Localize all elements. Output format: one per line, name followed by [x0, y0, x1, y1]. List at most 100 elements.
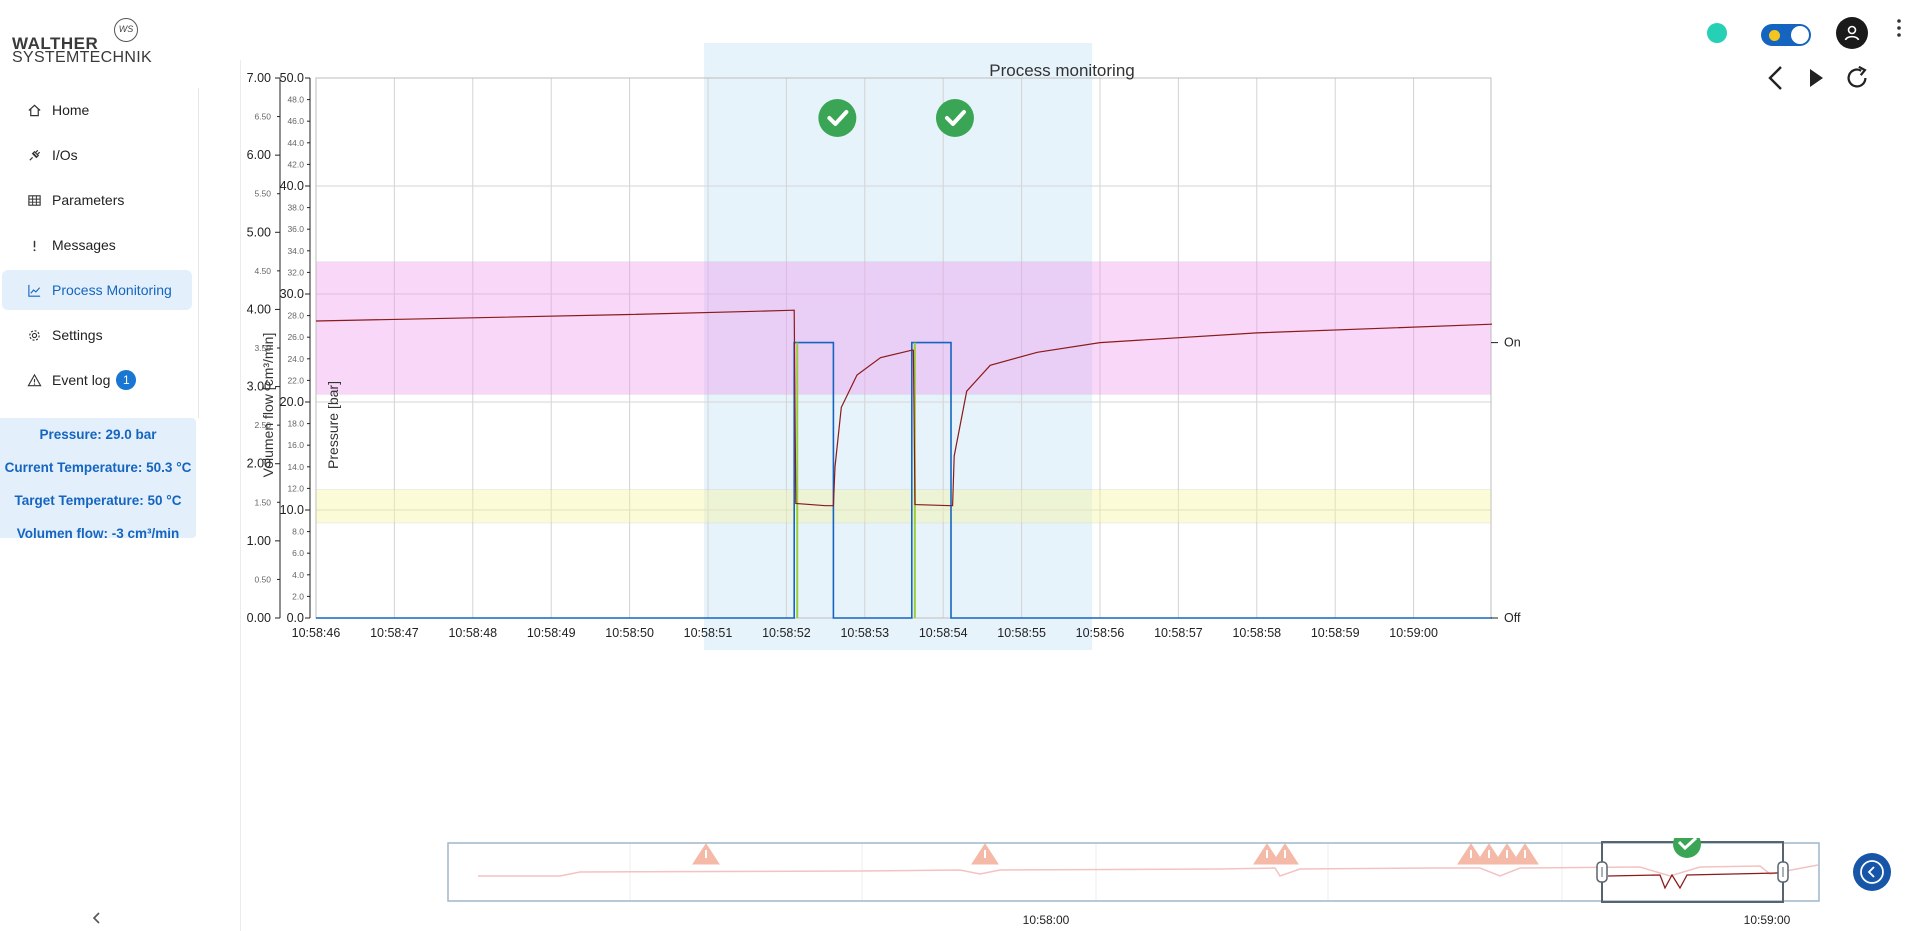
more-menu-button[interactable] — [1896, 18, 1902, 38]
sidebar-item-label: I/Os — [52, 147, 78, 163]
y-left-minor-tick-label: 1.50 — [254, 497, 271, 507]
overview-warning-mark — [1506, 850, 1508, 858]
theme-toggle[interactable] — [1761, 24, 1811, 46]
y-left-tick-label: 5.00 — [247, 225, 271, 239]
x-tick-label: 10:58:57 — [1154, 626, 1203, 640]
series-valve-state — [316, 341, 1492, 619]
sidebar-item-event-log[interactable]: Event log 1 — [2, 360, 192, 400]
overview-check-mark — [1677, 838, 1698, 851]
status-target-temperature: Target Temperature: 50 °C — [14, 493, 182, 508]
chart-play-button[interactable] — [1802, 64, 1830, 92]
overview-pressure-trace — [478, 864, 1819, 877]
y-pressure-tick-label: 40.0 — [280, 179, 304, 193]
x-tick-label: 10:59:00 — [1389, 626, 1438, 640]
y-pressure-minor-tick-label: 28.0 — [287, 311, 304, 321]
y-pressure-minor-tick-label: 36.0 — [287, 224, 304, 234]
y-left-tick-label: 0.00 — [247, 611, 271, 625]
chart-annotation: Process monitoring — [989, 61, 1135, 80]
sidebar-item-ios[interactable]: I/Os — [2, 135, 192, 175]
y-left-tick-label: 7.00 — [247, 71, 271, 85]
chart-previous-button[interactable] — [1762, 64, 1790, 92]
chart-refresh-button[interactable] — [1843, 64, 1871, 92]
sidebar-divider — [198, 88, 199, 418]
y-pressure-tick-label: 30.0 — [280, 287, 304, 301]
connection-status-dot — [1707, 23, 1727, 43]
y-pressure-minor-tick-label: 48.0 — [287, 95, 304, 105]
y-left-tick-label: 3.00 — [247, 380, 271, 394]
scroll-back-button[interactable] — [1853, 853, 1891, 891]
content-divider — [240, 60, 241, 931]
sidebar-item-label: Parameters — [52, 192, 125, 208]
y-left-minor-tick-label: 3.50 — [254, 343, 271, 353]
gear-icon — [24, 328, 44, 343]
sidebar-collapse-button[interactable] — [90, 908, 104, 931]
x-tick-label: 10:58:55 — [997, 626, 1046, 640]
x-tick-label: 10:58:59 — [1311, 626, 1360, 640]
sidebar-item-settings[interactable]: Settings — [2, 315, 192, 355]
tolerance-band-low-tolerance — [315, 489, 1492, 524]
y-left-tick-label: 6.00 — [247, 148, 271, 162]
smiley-icon — [1769, 30, 1780, 41]
overview-warning-mark — [1488, 850, 1490, 858]
y-pressure-minor-tick-label: 32.0 — [287, 267, 304, 277]
sidebar-item-home[interactable]: Home — [2, 90, 192, 130]
y-pressure-minor-tick-label: 4.0 — [292, 570, 304, 580]
event-log-badge: 1 — [116, 370, 137, 390]
y-left-minor-tick-label: 0.50 — [254, 574, 271, 584]
chevron-left-icon — [1768, 66, 1782, 90]
play-icon — [1810, 69, 1823, 87]
user-avatar[interactable] — [1836, 17, 1868, 49]
user-icon — [1844, 25, 1860, 41]
table-icon — [24, 193, 44, 208]
process-monitoring-chart[interactable]: 10:58:46 10:58:47 10:58:48 10:58:49 10:58:50… — [240, 40, 1890, 810]
y-pressure-minor-tick-label: 12.0 — [287, 483, 304, 493]
y-pressure-minor-tick-label: 22.0 — [287, 375, 304, 385]
chevron-left-circle-icon — [1860, 860, 1884, 884]
overview-warning-mark — [1284, 850, 1286, 858]
sidebar-item-parameters[interactable]: Parameters — [2, 180, 192, 220]
sidebar-item-messages[interactable]: Messages — [2, 225, 192, 265]
y-pressure-minor-tick-label: 24.0 — [287, 354, 304, 364]
toggle-knob — [1791, 26, 1809, 44]
y-left-tick-label: 2.00 — [247, 457, 271, 471]
y-pressure-minor-tick-label: 38.0 — [287, 203, 304, 213]
sidebar-item-label: Settings — [52, 327, 103, 343]
y-pressure-minor-tick-label: 14.0 — [287, 462, 304, 472]
y-left-minor-tick-label: 5.50 — [254, 189, 271, 199]
sidebar-item-label: Event log — [52, 372, 111, 388]
x-tick-label: 10:58:56 — [1076, 626, 1125, 640]
y-pressure-tick-label: 0.0 — [287, 611, 304, 625]
overview-time-label: 10:59:00 — [1744, 913, 1791, 927]
y-pressure-minor-tick-label: 26.0 — [287, 332, 304, 342]
sidebar-item-label: Process Monitoring — [52, 282, 172, 298]
overview-navigator[interactable]: 10:58:00 10:59:00 — [440, 838, 1820, 928]
chevron-left-icon — [92, 912, 100, 924]
series-pressure — [315, 309, 1493, 507]
y-pressure-minor-tick-label: 8.0 — [292, 527, 304, 537]
y-left-tick-label: 1.00 — [247, 534, 271, 548]
kebab-icon — [1897, 19, 1901, 37]
status-pressure: Pressure: 29.0 bar — [39, 427, 157, 442]
y-left-tick-label: 4.00 — [247, 302, 271, 316]
y-pressure-minor-tick-label: 42.0 — [287, 159, 304, 169]
y-pressure-minor-tick-label: 46.0 — [287, 116, 304, 126]
x-tick-label: 10:58:48 — [448, 626, 497, 640]
overview-warning-mark — [1470, 850, 1472, 858]
y-pressure-minor-tick-label: 18.0 — [287, 419, 304, 429]
brand-logo: WS WALTHER SYSTEMTECHNIK — [12, 18, 152, 68]
sidebar-item-label: Messages — [52, 237, 116, 253]
overview-warning-mark — [705, 850, 707, 858]
process-highlight-region — [704, 43, 1093, 650]
y-pressure-tick-label: 50.0 — [280, 71, 304, 85]
sidebar-item-process-monitoring[interactable]: Process Monitoring — [2, 270, 192, 310]
y-right-label-on: On — [1504, 336, 1521, 350]
y-left-minor-tick-label: 6.50 — [254, 112, 271, 122]
check-mark — [827, 110, 849, 126]
y-pressure-minor-tick-label: 44.0 — [287, 138, 304, 148]
check-circle-icon — [818, 99, 857, 137]
status-current-temperature: Current Temperature: 50.3 °C — [4, 460, 192, 475]
plug-icon — [24, 148, 44, 163]
status-panel: Pressure: 29.0 bar Current Temperature: … — [0, 418, 196, 538]
x-tick-label: 10:58:53 — [840, 626, 889, 640]
